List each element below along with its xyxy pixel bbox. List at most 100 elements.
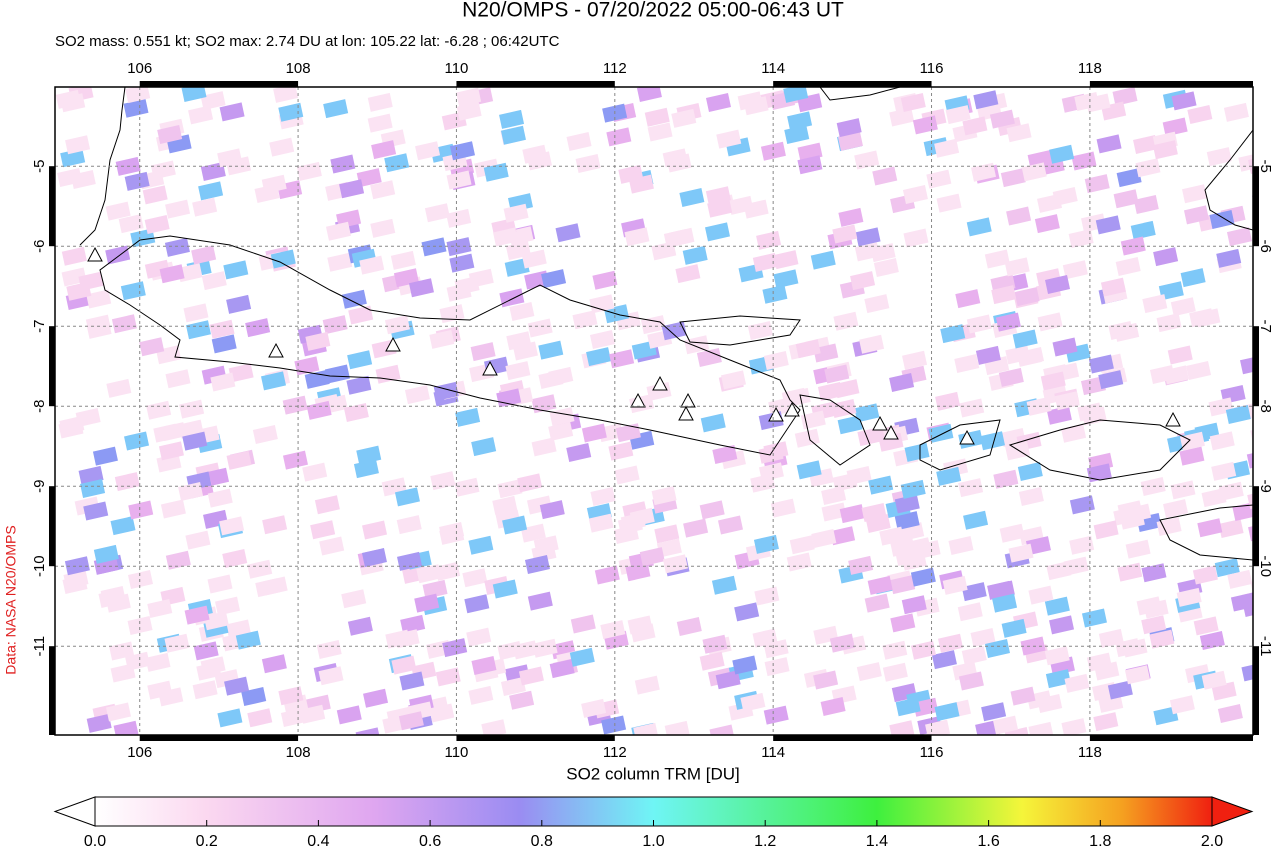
volcano-markers <box>87 246 1181 445</box>
so2-pixel <box>1223 102 1249 122</box>
so2-pixel <box>446 208 472 228</box>
so2-pixel <box>962 116 988 136</box>
so2-pixel <box>1017 462 1043 482</box>
so2-pixel <box>341 589 367 609</box>
so2-pixel <box>446 170 472 190</box>
so2-pixel <box>1004 727 1029 735</box>
so2-pixel <box>330 154 356 174</box>
so2-pixel <box>609 349 635 369</box>
so2-pixel <box>1153 706 1179 726</box>
colorbar-tick-label: 0.0 <box>84 833 106 850</box>
so2-pixel <box>370 218 396 238</box>
so2-pixel <box>783 87 809 103</box>
so2-pixel <box>211 334 237 354</box>
so2-pixel <box>1000 168 1026 188</box>
so2-pixel <box>110 516 136 536</box>
so2-pixel <box>1248 526 1253 542</box>
so2-pixel <box>255 578 281 598</box>
so2-pixel <box>1100 277 1126 297</box>
so2-pixel <box>61 246 87 266</box>
so2-pixel <box>934 138 960 158</box>
frame-band <box>773 81 932 87</box>
so2-pixel <box>639 547 665 567</box>
so2-pixel <box>1182 184 1208 204</box>
so2-pixel <box>158 441 184 461</box>
so2-pixel <box>1199 631 1225 651</box>
so2-pixel <box>324 364 350 384</box>
colorbar-over <box>1211 796 1254 827</box>
so2-pixel <box>548 421 574 441</box>
so2-pixel <box>834 379 860 399</box>
so2-pixel <box>572 310 598 330</box>
x-tick-label: 108 <box>286 60 311 77</box>
so2-pixel <box>1211 461 1237 481</box>
so2-pixel <box>955 289 981 309</box>
so2-pixel <box>989 109 1015 129</box>
so2-pixel <box>435 667 461 687</box>
so2-pixel <box>1117 562 1143 582</box>
so2-pixel <box>948 536 974 556</box>
so2-pixel <box>1187 105 1213 125</box>
so2-pixel <box>592 270 618 290</box>
so2-pixel <box>526 151 552 171</box>
so2-pixel <box>854 403 880 423</box>
so2-pixel <box>198 181 224 201</box>
so2-pixel <box>797 155 823 175</box>
so2-pixel <box>669 227 695 247</box>
so2-pixel <box>848 555 874 575</box>
so2-pixel <box>832 472 858 492</box>
so2-pixel <box>1115 638 1141 658</box>
so2-pixel <box>716 129 742 149</box>
so2-pixel <box>64 556 90 576</box>
so2-pixel <box>235 630 261 650</box>
so2-pixel <box>439 304 465 324</box>
so2-pixel <box>1071 151 1097 171</box>
so2-pixel <box>356 445 382 465</box>
so2-pixel <box>1153 247 1179 267</box>
so2-pixel <box>820 697 846 717</box>
so2-pixel <box>1225 404 1251 424</box>
so2-pixel <box>895 697 921 717</box>
so2-pixel <box>1142 294 1168 314</box>
so2-pixel <box>468 268 494 288</box>
so2-pixel <box>1008 543 1034 563</box>
so2-pixel <box>1107 680 1133 700</box>
so2-pixel <box>581 423 607 443</box>
volcano <box>872 415 888 431</box>
so2-pixel <box>975 345 1001 365</box>
so2-pixel <box>601 715 627 735</box>
so2-pixel <box>934 702 960 722</box>
so2-pixel <box>549 659 575 679</box>
so2-pixel <box>675 264 701 284</box>
so2-pixel <box>390 250 416 270</box>
so2-pixel <box>398 711 424 731</box>
so2-pixels <box>55 87 1253 735</box>
so2-pixel <box>954 353 980 373</box>
so2-pixel <box>588 513 614 533</box>
so2-pixel <box>709 724 734 735</box>
so2-pixel <box>367 92 393 112</box>
so2-pixel <box>945 105 971 125</box>
so2-pixel <box>821 502 847 522</box>
so2-pixel <box>499 109 525 129</box>
so2-pixel <box>970 627 996 647</box>
so2-pixel <box>1088 354 1114 374</box>
so2-pixel <box>867 575 893 595</box>
so2-pixel <box>1054 391 1080 411</box>
so2-pixel <box>319 536 345 556</box>
volcano <box>883 424 899 440</box>
so2-pixel <box>468 535 494 555</box>
so2-pixel <box>995 312 1021 332</box>
so2-pixel <box>931 650 957 670</box>
so2-pixel <box>278 686 304 706</box>
so2-pixel <box>1180 268 1206 288</box>
so2-pixel <box>1096 134 1122 154</box>
so2-pixel <box>879 526 905 546</box>
so2-pixel <box>1197 518 1223 538</box>
so2-pixel <box>1069 495 1095 515</box>
so2-pixel <box>449 253 475 273</box>
so2-pixel <box>1068 228 1094 248</box>
so2-pixel <box>754 586 780 606</box>
so2-pixel <box>548 366 574 386</box>
so2-pixel <box>449 141 475 161</box>
